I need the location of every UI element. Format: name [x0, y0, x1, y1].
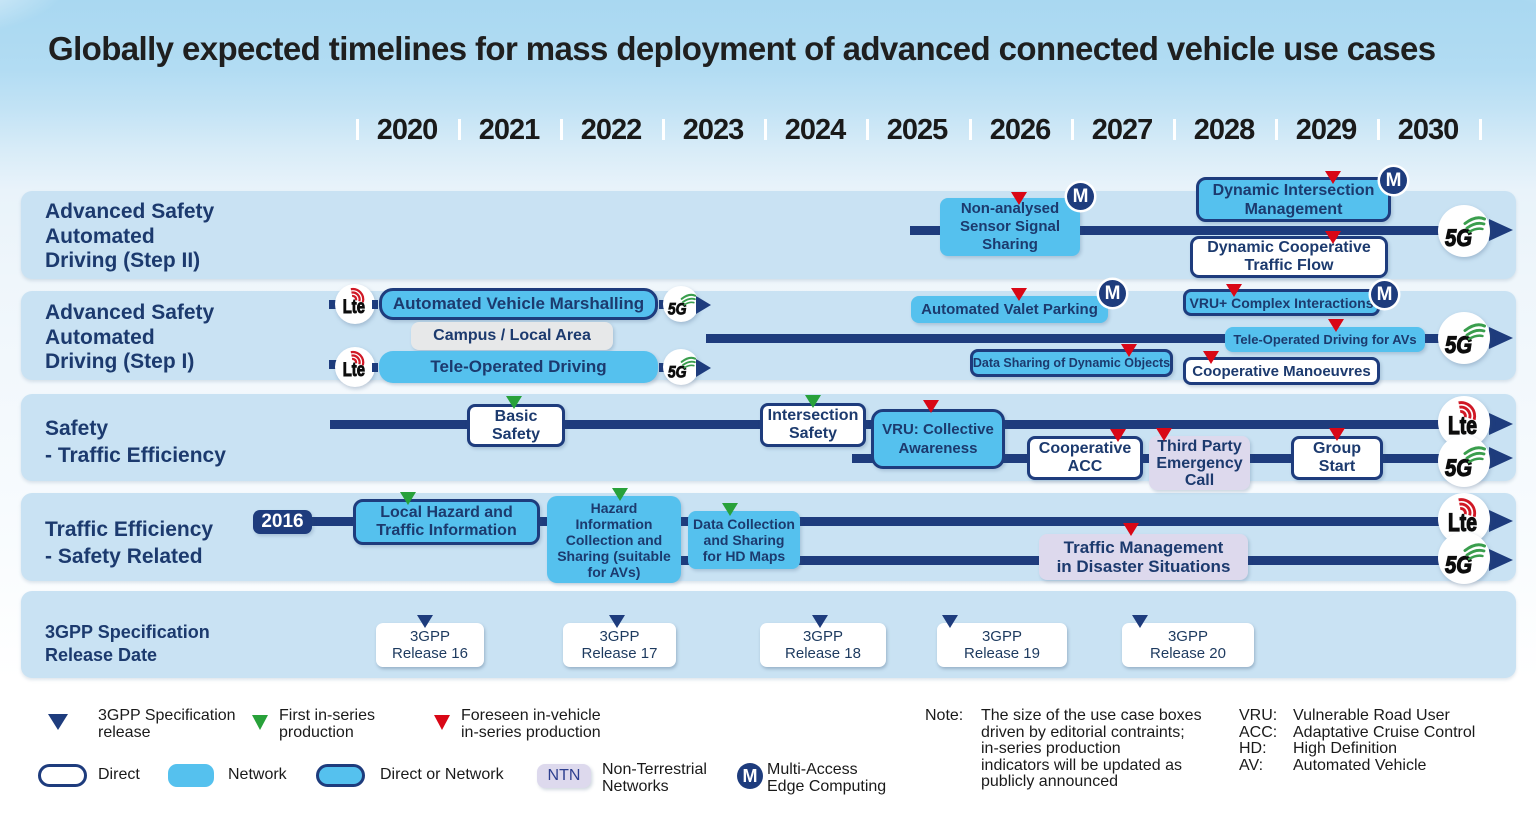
svg-text:Lte: Lte [343, 360, 366, 381]
svg-text:5G: 5G [1445, 225, 1472, 252]
svg-text:5G: 5G [1445, 332, 1472, 359]
svg-text:5G: 5G [668, 299, 687, 318]
svg-text:5G: 5G [1445, 552, 1472, 579]
svg-text:5G: 5G [1445, 455, 1472, 482]
svg-text:Lte: Lte [343, 297, 366, 318]
svg-text:5G: 5G [668, 362, 687, 381]
